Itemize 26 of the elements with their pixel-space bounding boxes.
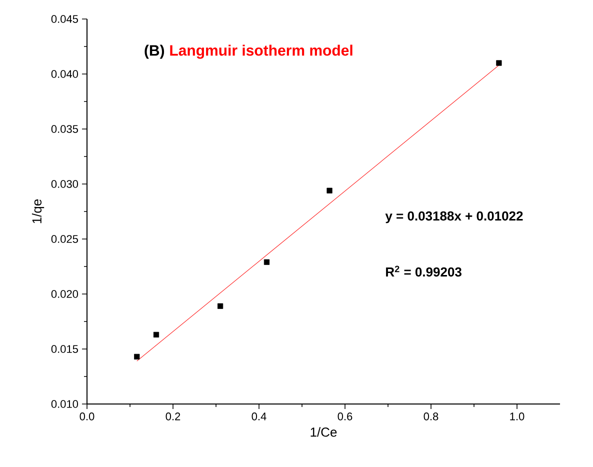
annotation: y = 0.03188x + 0.01022 (385, 211, 523, 224)
annotation: Langmuir isotherm model (170, 44, 352, 59)
point (264, 259, 270, 265)
x-tick-label: 0.0 (80, 412, 94, 420)
point (134, 354, 140, 360)
y-tick-label: 0.035 (51, 125, 78, 133)
x-tick-label: 0.2 (166, 412, 180, 420)
x-tick-label: 1.0 (510, 412, 524, 420)
point (218, 303, 224, 309)
y-tick-label: 0.010 (51, 400, 78, 408)
annotation: R$^{2}$ = 0.99203 (386, 266, 462, 277)
y-tick-label: 0.020 (51, 290, 78, 298)
y-axis-title: 1/qe (32, 199, 44, 224)
y-tick-label: 0.030 (51, 180, 78, 188)
point (153, 332, 160, 338)
x-tick-label: 0.6 (338, 412, 352, 420)
x-tick-label: 0.4 (252, 412, 266, 420)
point (496, 60, 502, 66)
y-tick-label: 0.040 (51, 70, 78, 78)
y-tick-label: 0.015 (51, 345, 78, 353)
annotation: (B) (144, 44, 164, 59)
x-tick-label: 0.8 (424, 412, 438, 420)
y-tick-label: 0.045 (51, 15, 78, 23)
x-axis-title: 1/Ce (310, 427, 337, 437)
point (326, 188, 332, 194)
y-tick-label: 0.025 (51, 235, 78, 243)
